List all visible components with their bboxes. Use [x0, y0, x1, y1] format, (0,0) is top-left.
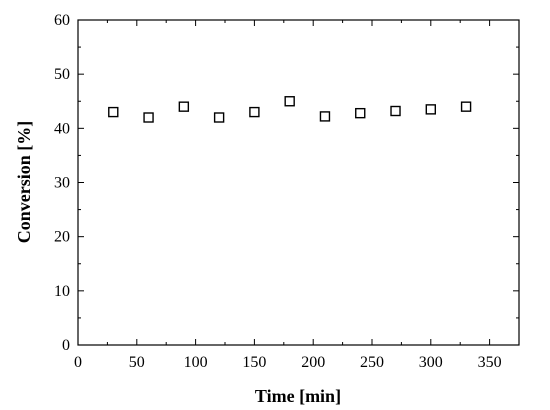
y-tick-label: 60	[54, 12, 70, 29]
x-tick-label: 200	[301, 354, 325, 371]
y-tick-label: 30	[54, 175, 70, 192]
data-point	[355, 107, 366, 119]
data-point	[390, 105, 401, 117]
plot-frame	[77, 19, 520, 346]
data-point	[108, 106, 119, 118]
data-point	[143, 112, 154, 123]
data-point	[425, 104, 436, 115]
y-axis-title: Conversion [%]	[14, 121, 34, 244]
data-point	[284, 96, 295, 107]
data-point	[178, 101, 190, 112]
x-tick-label: 350	[478, 354, 502, 371]
x-axis-title: Time [min]	[255, 386, 341, 406]
y-tick-label: 20	[54, 229, 70, 246]
y-tick-label: 0	[62, 337, 70, 354]
y-axis-ticks: 0 10 20 30 40 50 60	[54, 12, 519, 354]
data-point	[460, 101, 472, 112]
x-axis-ticks: 0 50 100 150 200 250 300 350	[74, 20, 502, 371]
y-tick-label: 10	[54, 283, 70, 300]
x-tick-label: 150	[242, 354, 266, 371]
y-tick-label: 50	[54, 66, 70, 83]
x-tick-label: 0	[74, 354, 82, 371]
x-tick-label: 100	[184, 354, 208, 371]
data-point	[249, 106, 260, 118]
x-tick-label: 50	[129, 354, 145, 371]
minor-ticks	[78, 20, 519, 345]
data-point	[319, 111, 331, 122]
x-tick-label: 250	[360, 354, 384, 371]
data-points	[108, 96, 472, 123]
x-tick-label: 300	[419, 354, 443, 371]
data-point	[213, 112, 225, 123]
y-tick-label: 40	[54, 120, 70, 137]
